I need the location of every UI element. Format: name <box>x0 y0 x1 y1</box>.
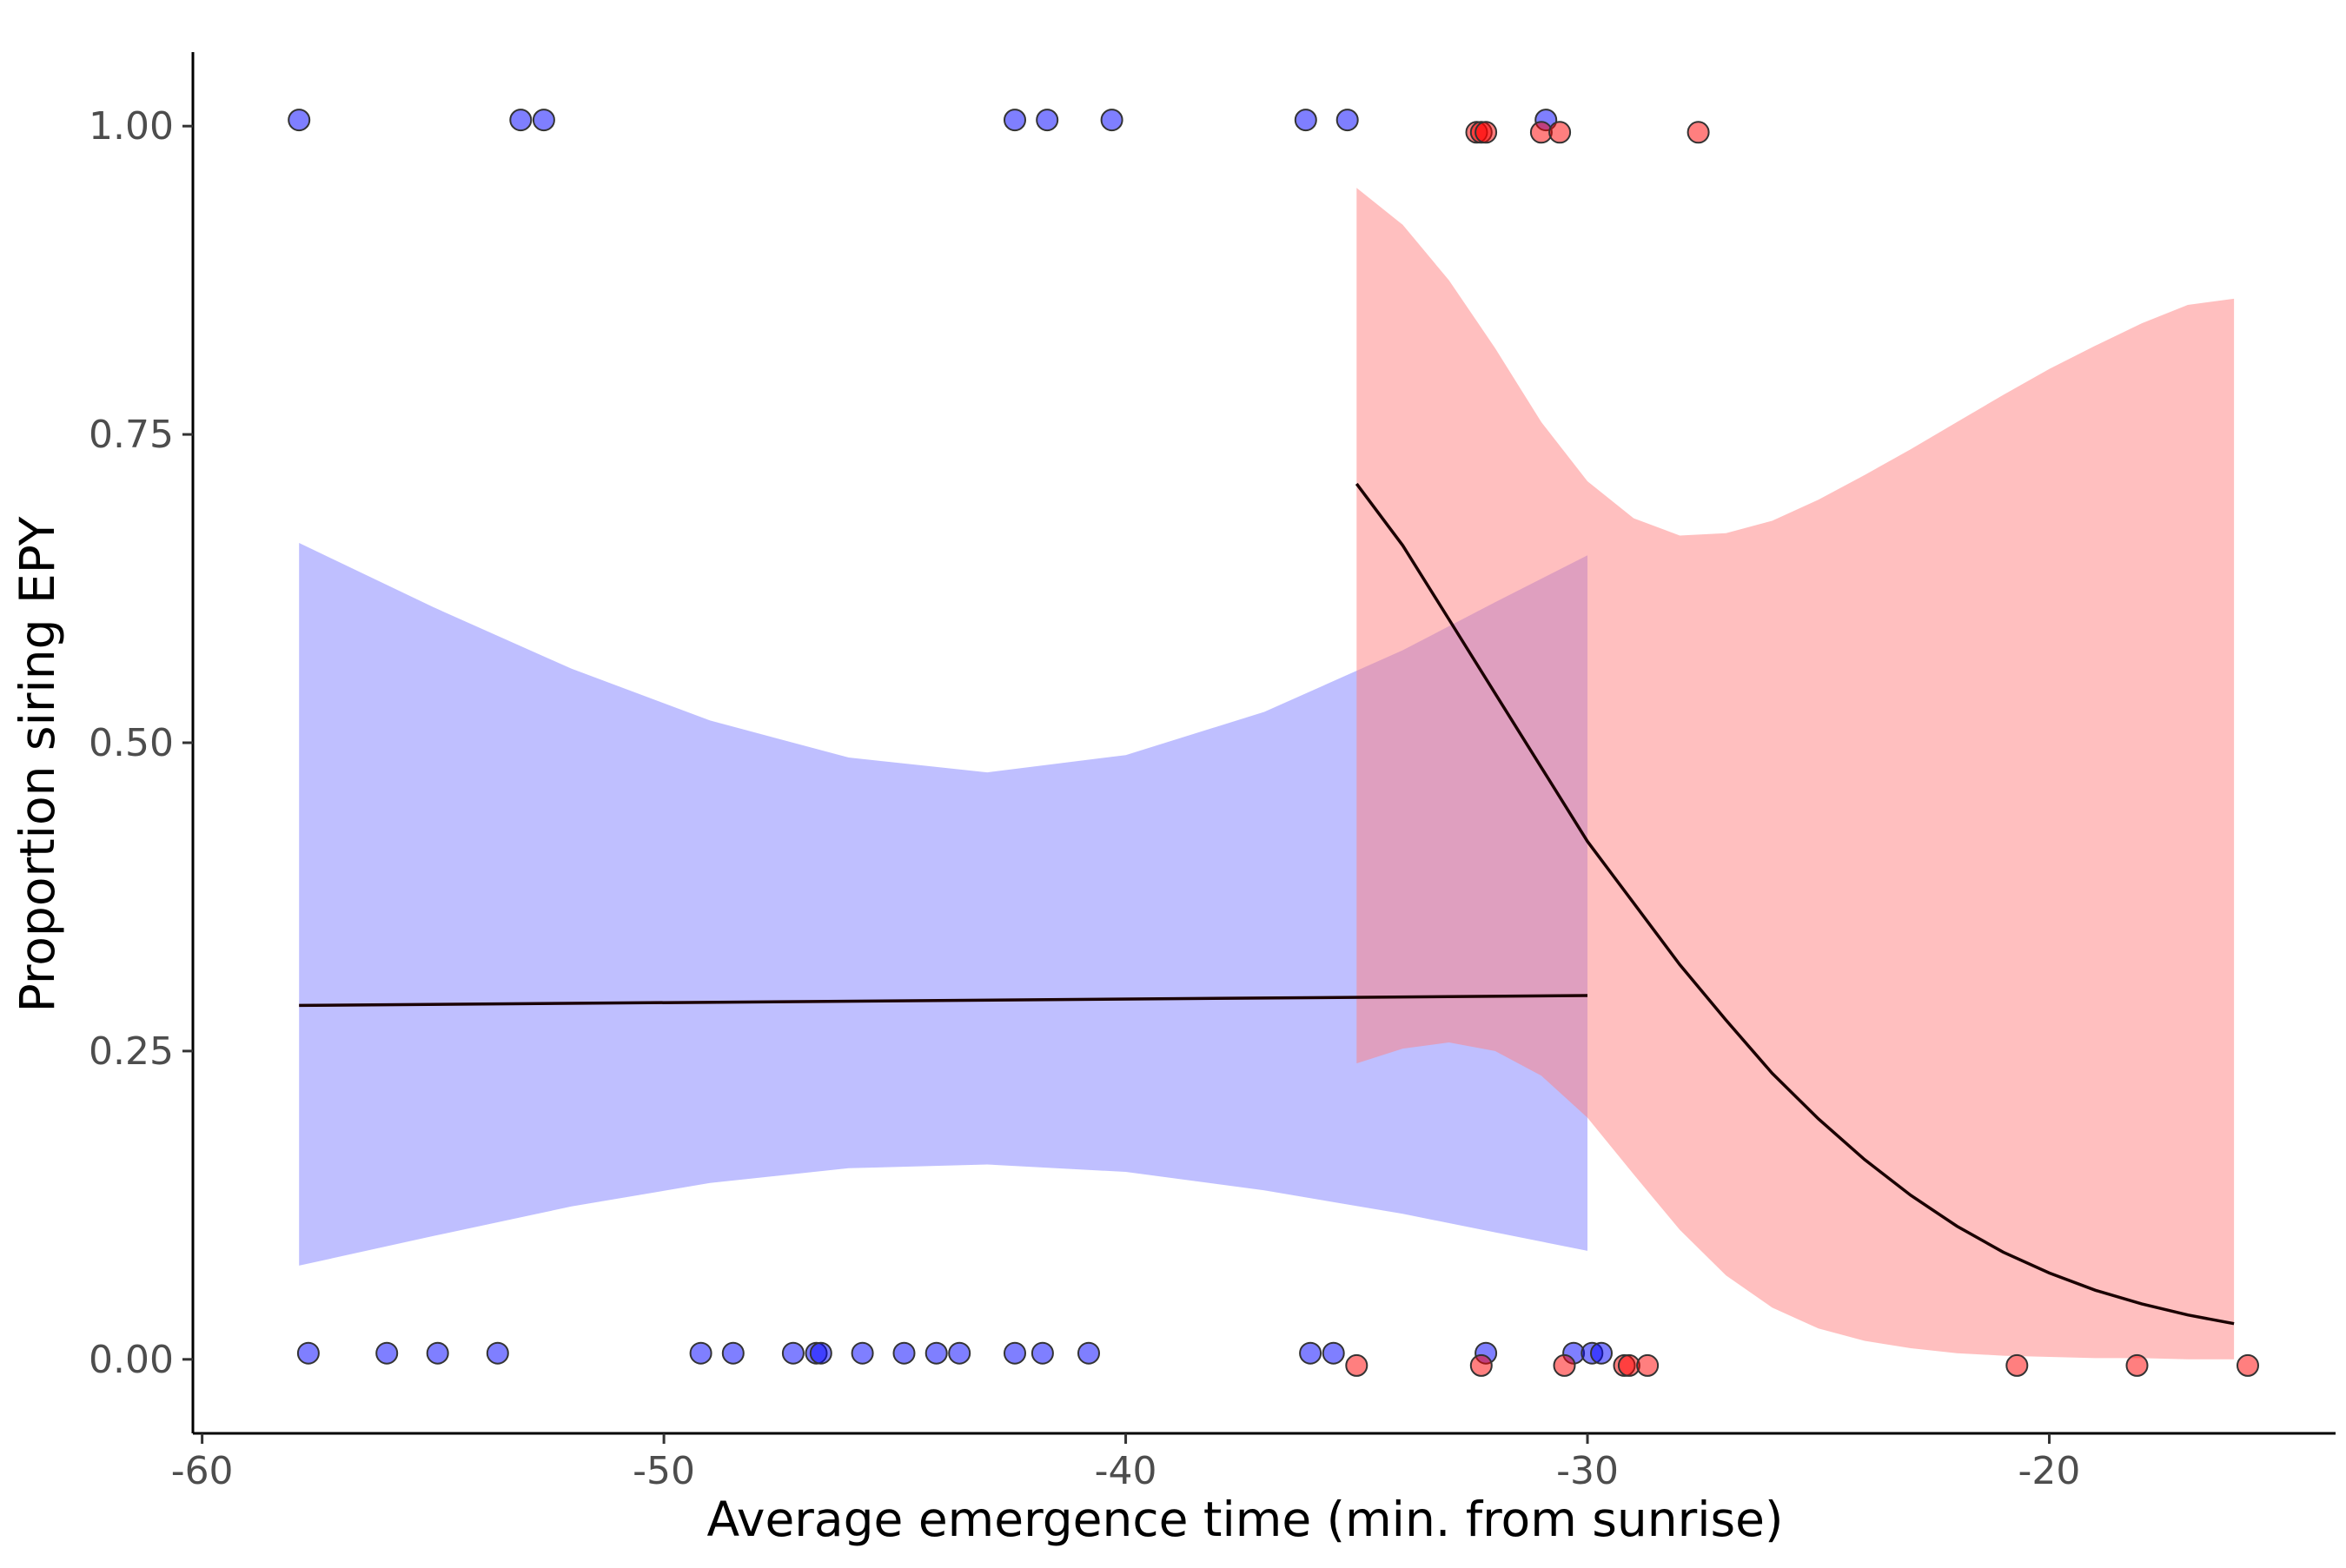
x-axis-title: Average emergence time (min. from sunris… <box>707 1492 1784 1547</box>
data-point <box>486 1341 509 1365</box>
data-point <box>781 1341 805 1365</box>
confidence-bands <box>299 188 2235 1360</box>
data-point <box>721 1341 745 1365</box>
data-point <box>2005 1353 2029 1377</box>
data-point <box>2237 1353 2259 1377</box>
y-tick-label: 1.00 <box>89 104 174 149</box>
data-point <box>1469 1353 1493 1377</box>
y-tick-label: 0.25 <box>89 1029 174 1074</box>
data-points <box>288 109 2259 1377</box>
data-point <box>851 1341 874 1365</box>
data-point <box>375 1341 399 1365</box>
data-point <box>892 1341 916 1365</box>
data-point <box>948 1341 971 1365</box>
x-tick-label: -20 <box>2018 1449 2081 1493</box>
data-point <box>509 109 533 132</box>
data-point <box>1100 109 1123 132</box>
y-tick-label: 0.00 <box>89 1338 174 1382</box>
data-point <box>1548 121 1572 144</box>
data-point <box>1475 121 1498 144</box>
data-point <box>1031 1341 1054 1365</box>
data-point <box>1036 109 1059 132</box>
data-point <box>1553 1353 1576 1377</box>
y-axis-title: Proportion siring EPY <box>10 516 65 1012</box>
data-point <box>1294 109 1317 132</box>
data-point <box>1590 1341 1613 1365</box>
x-tick-label: -50 <box>633 1449 695 1493</box>
confidence-band-1 <box>299 543 1588 1266</box>
x-tick-label: -40 <box>1095 1449 1157 1493</box>
data-point <box>809 1341 832 1365</box>
data-point <box>1077 1341 1100 1365</box>
confidence-band-2 <box>1356 188 2235 1360</box>
data-point <box>924 1341 948 1365</box>
data-point <box>689 1341 712 1365</box>
data-point <box>1004 1341 1026 1365</box>
data-point <box>1687 121 1710 144</box>
data-point <box>288 109 311 132</box>
data-point <box>426 1341 449 1365</box>
y-tick-label: 0.75 <box>89 413 174 457</box>
fit-line-1 <box>299 994 1588 1008</box>
fit-lines <box>299 482 2235 1326</box>
y-tick-label: 0.50 <box>89 721 174 765</box>
data-point <box>532 109 555 132</box>
data-point <box>296 1341 320 1365</box>
data-point <box>1004 109 1026 132</box>
data-point <box>1322 1341 1345 1365</box>
data-point <box>1345 1353 1368 1377</box>
data-point <box>1299 1341 1322 1365</box>
x-tick-label: -60 <box>171 1449 234 1493</box>
data-point <box>1335 109 1359 132</box>
data-point <box>2125 1353 2149 1377</box>
axes: -60 -50 -40 -30 -20 0.00 0.25 0.50 0.75 1.00 <box>89 52 2336 1493</box>
x-tick-label: -30 <box>1556 1449 1619 1493</box>
data-point <box>1636 1353 1660 1377</box>
fit-line-2 <box>1355 482 2235 1326</box>
